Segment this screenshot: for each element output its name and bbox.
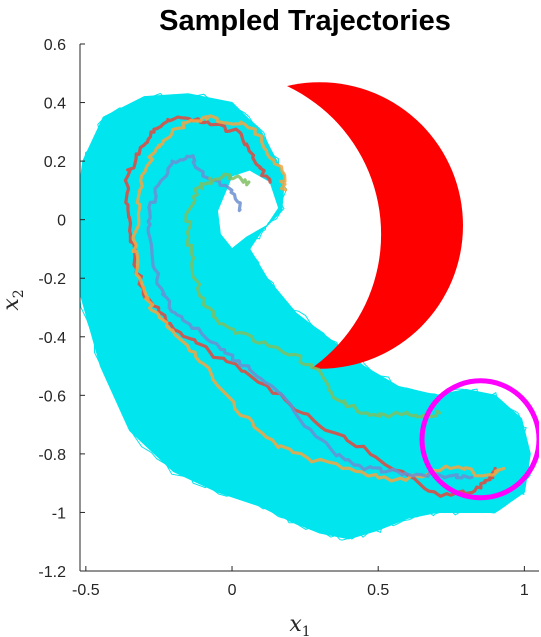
y-axis-label-subscript: 2 [11,289,27,298]
y-tick-label: 0.6 [44,37,66,54]
y-tick-label: -0.4 [38,330,66,347]
target-set [419,378,539,501]
x-tick-label: -0.5 [72,582,100,599]
axes: -0.5 0 0.5 1 0.6 0.4 0.2 0 -0.2 -0.4 -0.6 -0.8 -1 -1.… [38,37,539,599]
y-tick-label: 0.4 [44,96,66,113]
y-tick-label: -0.6 [38,388,66,405]
x-tick-label: 0 [228,582,237,599]
x-tick-label: 0.5 [367,582,389,599]
trajectory-line-2 [131,114,506,483]
x-axis-label-subscript: 1 [302,624,311,637]
sample-cloud-fringe [80,92,531,541]
target-circle [419,378,539,501]
y-tick-label: -0.2 [38,271,66,288]
y-tick-label: -1.2 [38,564,66,581]
x-tick-label: 1 [520,582,529,599]
y-tick-label: -1 [52,505,66,522]
trajectory-line-4 [184,172,442,419]
x-axis-label-main: x [289,612,302,637]
sample-cloud-fill [80,93,531,540]
chart-title: Sampled Trajectories [159,5,451,37]
trajectory-series [123,114,506,498]
y-tick-label: -0.8 [38,447,66,464]
y-axis-label: x2 [0,289,27,310]
x-axis-label: x1 [289,612,310,637]
plot-area [80,82,539,541]
y-tick-label: 0.2 [44,154,66,171]
sample-cloud [80,92,531,541]
y-axis-label-main: x [0,298,24,311]
trajectory-line-3 [146,154,474,480]
y-tick-label: 0 [57,213,66,230]
